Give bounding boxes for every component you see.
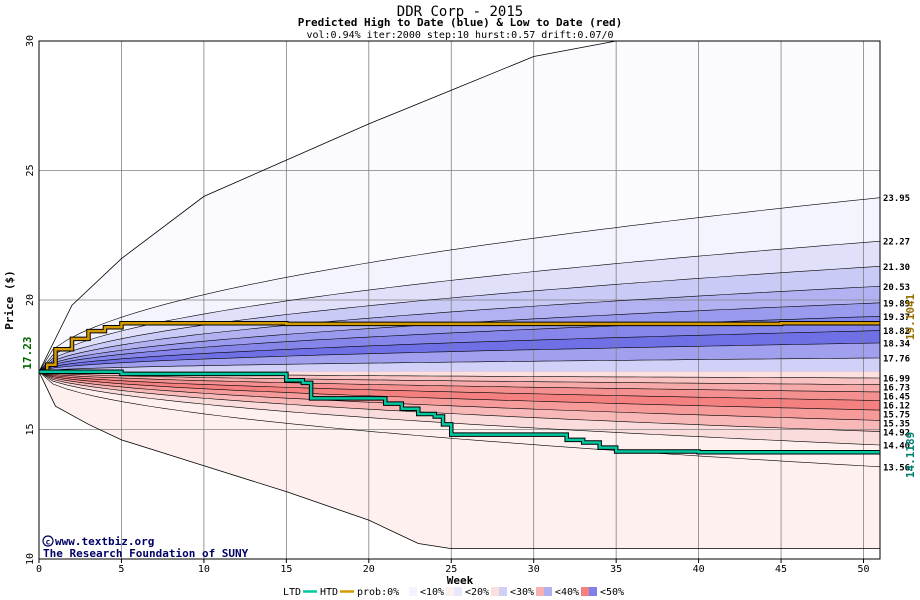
- credit: c www.textbiz.org The Research Foundatio…: [42, 535, 249, 560]
- band-boundary: [38, 371, 881, 385]
- start-price-label: 17.23: [21, 336, 34, 369]
- legend-swatch-high: [409, 587, 417, 596]
- y-tick-label: 30: [25, 35, 36, 47]
- x-axis-label: Week: [447, 574, 474, 587]
- band-boundary: [38, 371, 881, 446]
- chart-subtitle: Predicted High to Date (blue) & Low to D…: [298, 16, 623, 29]
- high-band-end-label: 18.82: [883, 327, 910, 337]
- band-boundary: [38, 240, 881, 372]
- x-tick-label: 5: [118, 564, 124, 575]
- x-tick-label: 10: [198, 564, 210, 575]
- band-boundary: [38, 316, 881, 372]
- legend-bucket-label: <50%: [600, 587, 624, 598]
- high-band-end-label: 21.30: [883, 263, 910, 273]
- band-boundary: [38, 371, 881, 411]
- legend-swatch-low: [446, 587, 454, 596]
- outer-high-boundary: [38, 40, 617, 372]
- htd-final-label: 19.1041: [904, 293, 917, 340]
- band-boundary: [38, 371, 881, 468]
- y-tick-label: 25: [25, 164, 36, 176]
- x-tick-label: 45: [775, 564, 787, 575]
- low-band-end-label: 16.45: [883, 392, 910, 402]
- chart-params: vol:0.94% iter:2000 step:10 hurst:0.57 d…: [306, 30, 613, 41]
- legend-swatch-low: [536, 587, 544, 596]
- band-end-labels: 23.95 22.27 21.30 20.53 19.89 19.37 18.82 18.34…: [883, 194, 911, 473]
- legend-ltd-label: LTD: [283, 587, 301, 598]
- band-boundary: [38, 266, 881, 372]
- legend-swatch-low: [491, 587, 499, 596]
- legend-bucket-label: <20%: [465, 587, 489, 598]
- low-band-end-label: 13.56: [883, 463, 910, 473]
- y-tick-label: 15: [25, 423, 36, 435]
- band-boundary: [38, 357, 881, 372]
- copyright-icon: [42, 535, 54, 547]
- legend-prob-label: prob:0%: [357, 587, 399, 598]
- y-tick-label: 20: [25, 294, 36, 306]
- probability-bands: [39, 41, 880, 559]
- high-band-end-label: 17.76: [883, 355, 910, 365]
- chart-title: DDR Corp - 2015: [397, 4, 523, 20]
- high-band: [39, 358, 880, 372]
- legend-swatch-low: [581, 587, 589, 596]
- low-band-end-label: 16.73: [883, 383, 910, 393]
- legend-swatch-high: [544, 587, 552, 596]
- legend: LTD HTD prob:0% <10% <20% <30% <40% <50%: [283, 587, 624, 598]
- credit-url: www.textbiz.org: [55, 535, 154, 548]
- ltd-line: [39, 370, 880, 454]
- x-tick-label: 35: [610, 564, 622, 575]
- legend-bucket-label: <10%: [420, 587, 444, 598]
- plot-frame: [38, 40, 881, 560]
- band-boundary: [38, 342, 881, 372]
- low-band-end-label: 16.99: [883, 374, 910, 384]
- legend-swatch-high: [454, 587, 462, 596]
- x-tick-label: 30: [528, 564, 540, 575]
- series-paths: [38, 40, 881, 550]
- x-tick-label: 40: [693, 564, 705, 575]
- band-boundary: [38, 330, 881, 372]
- band-boundary: [38, 371, 881, 421]
- htd-line: [39, 322, 880, 373]
- legend-swatch-low: [401, 587, 409, 596]
- x-tick-label: 50: [857, 564, 869, 575]
- legend-swatch-high: [499, 587, 507, 596]
- high-band-end-label: 20.53: [883, 283, 910, 293]
- y-axis-label: Price ($): [3, 270, 16, 330]
- high-band-end-label: 18.34: [883, 339, 911, 349]
- x-tick-label: 20: [363, 564, 375, 575]
- low-band-end-label: 15.35: [883, 419, 910, 429]
- high-band-end-label: 22.27: [883, 238, 910, 248]
- band-boundary: [38, 371, 881, 401]
- x-tick-label: 15: [280, 564, 292, 575]
- axis-ticks: 0 5 10 15 20 25 30 35 40 45 50 10 15 20 25 30: [25, 35, 870, 575]
- band-boundary: [38, 371, 881, 393]
- ltd-final-label: 14.1189: [904, 432, 917, 478]
- legend-bucket-label: <30%: [510, 587, 534, 598]
- low-band-end-label: 15.75: [883, 410, 910, 420]
- x-tick-label: 0: [36, 564, 42, 575]
- legend-swatch-high: [589, 587, 597, 596]
- band-boundary: [38, 197, 881, 372]
- high-band-end-label: 23.95: [883, 194, 910, 204]
- y-tick-label: 10: [25, 553, 36, 565]
- outer-low-boundary: [38, 371, 880, 550]
- credit-org: The Research Foundation of SUNY: [43, 547, 249, 560]
- band-boundary: [38, 286, 881, 372]
- copyright-glyph: c: [46, 538, 51, 547]
- legend-bucket-label: <40%: [555, 587, 579, 598]
- low-band-end-label: 14.40: [883, 442, 910, 452]
- low-band-end-label: 16.12: [883, 401, 910, 411]
- high-band-end-label: 19.37: [883, 313, 910, 323]
- low-band-end-label: 14.92: [883, 428, 910, 438]
- legend-htd-label: HTD: [320, 587, 338, 598]
- band-boundary: [38, 371, 881, 432]
- x-tick-label: 25: [445, 564, 457, 575]
- high-band-end-label: 19.89: [883, 299, 910, 309]
